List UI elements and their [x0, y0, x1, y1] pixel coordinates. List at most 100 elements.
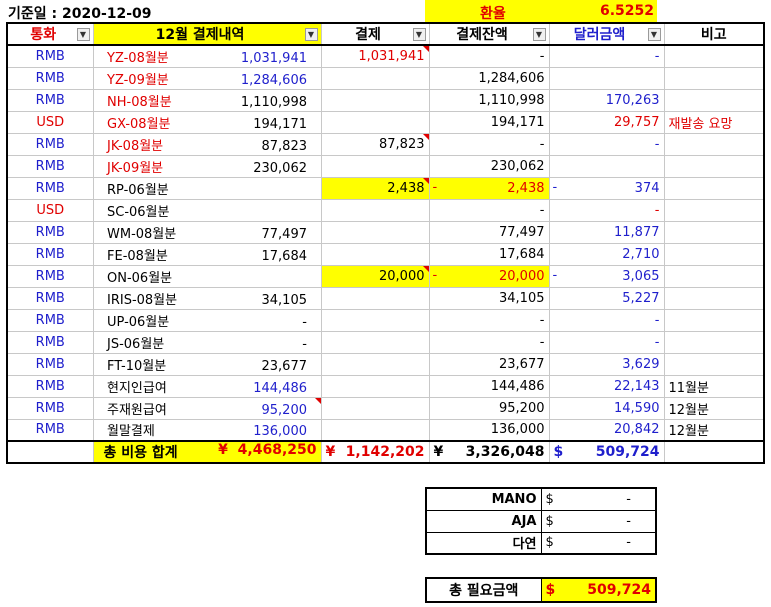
cell-currency[interactable]: RMB [6, 397, 94, 420]
cell-note[interactable] [663, 133, 765, 156]
cell-note[interactable] [663, 199, 765, 222]
cell-note[interactable]: 11월분 [663, 375, 765, 398]
total-usd[interactable]: $509,724 [548, 440, 665, 464]
cell-usd[interactable]: 2,710 [548, 243, 665, 266]
cell-balance[interactable]: 77,497 [428, 221, 550, 244]
cell-payment[interactable] [320, 309, 430, 332]
cell-usd[interactable]: -3,065 [548, 265, 665, 288]
cell-usd[interactable]: 20,842 [548, 419, 665, 442]
cell-payment[interactable] [320, 111, 430, 134]
cell-note[interactable] [663, 67, 765, 90]
summary-label[interactable]: MANO [425, 487, 542, 511]
cell-currency[interactable]: RMB [6, 133, 94, 156]
cell-balance[interactable]: -2,438 [428, 177, 550, 200]
cell-balance[interactable]: - [428, 133, 550, 156]
cell-currency[interactable]: RMB [6, 45, 94, 68]
cell-payment[interactable] [320, 331, 430, 354]
cell-item[interactable]: JK-09월분 230,062 [92, 155, 322, 178]
cell-currency[interactable]: RMB [6, 331, 94, 354]
cell-note[interactable] [663, 309, 765, 332]
summary-label[interactable]: 다연 [425, 531, 542, 555]
cell-balance[interactable]: 136,000 [428, 419, 550, 442]
cell-currency[interactable]: RMB [6, 221, 94, 244]
cell-note[interactable]: 재발송 요망 [663, 111, 765, 134]
cell-payment[interactable] [320, 155, 430, 178]
summary-value[interactable]: $ - [540, 487, 657, 511]
cell-item[interactable]: FE-08월분 17,684 [92, 243, 322, 266]
cell-payment[interactable]: 1,031,941 [320, 45, 430, 68]
cell-currency[interactable]: RMB [6, 155, 94, 178]
cell-note[interactable] [663, 287, 765, 310]
total-label-and-amount[interactable]: 총 비용 합계 ¥ 4,468,250 [92, 440, 322, 464]
filter-dropdown-icon[interactable]: ▼ [647, 28, 661, 41]
cell-item[interactable]: YZ-09월분 1,284,606 [92, 67, 322, 90]
filter-dropdown-icon[interactable]: ▼ [76, 28, 90, 41]
cell-balance[interactable]: 95,200 [428, 397, 550, 420]
cell-payment[interactable] [320, 419, 430, 442]
cell-usd[interactable]: 170,263 [548, 89, 665, 112]
cell-payment[interactable] [320, 243, 430, 266]
cell-currency[interactable]: USD [6, 199, 94, 222]
cell-balance[interactable]: -20,000 [428, 265, 550, 288]
exchange-rate-value[interactable]: 6.5252 [600, 3, 655, 19]
cell-currency[interactable]: RMB [6, 353, 94, 376]
cell-usd[interactable]: - [548, 331, 665, 354]
cell-item[interactable]: FT-10월분 23,677 [92, 353, 322, 376]
cell-usd[interactable] [548, 155, 665, 178]
header-balance[interactable]: 결제잔액 ▼ [428, 22, 550, 46]
grand-total-label[interactable]: 총 필요금액 [425, 577, 542, 603]
cell-balance[interactable]: 17,684 [428, 243, 550, 266]
header-note[interactable]: 비고 [663, 22, 765, 46]
exchange-rate-cell[interactable] [425, 0, 657, 22]
cell-item[interactable]: JS-06월분 - [92, 331, 322, 354]
cell-item[interactable]: 주재원급여 95,200 [92, 397, 322, 420]
cell-item[interactable]: RP-06월분 [92, 177, 322, 200]
cell-payment[interactable] [320, 353, 430, 376]
cell-balance[interactable]: 144,486 [428, 375, 550, 398]
cell-note[interactable] [663, 353, 765, 376]
cell-payment[interactable] [320, 375, 430, 398]
cell-note[interactable] [663, 177, 765, 200]
total-balance[interactable]: ¥3,326,048 [428, 440, 550, 464]
cell-usd[interactable]: 22,143 [548, 375, 665, 398]
header-currency[interactable]: 통화 ▼ [6, 22, 94, 46]
cell-currency[interactable]: RMB [6, 287, 94, 310]
cell-balance[interactable]: 23,677 [428, 353, 550, 376]
cell-note[interactable]: 12월분 [663, 397, 765, 420]
cell-blank[interactable] [663, 440, 765, 464]
cell-note[interactable] [663, 89, 765, 112]
cell-note[interactable] [663, 331, 765, 354]
cell-currency[interactable]: USD [6, 111, 94, 134]
cell-usd[interactable]: -374 [548, 177, 665, 200]
cell-currency[interactable]: RMB [6, 375, 94, 398]
cell-item[interactable]: 월말결제 136,000 [92, 419, 322, 442]
cell-usd[interactable]: - [548, 45, 665, 68]
cell-usd[interactable]: 14,590 [548, 397, 665, 420]
grand-total-value[interactable]: $509,724 [540, 577, 657, 603]
cell-item[interactable]: 현지인급여 144,486 [92, 375, 322, 398]
header-usd-amount[interactable]: 달러금액 ▼ [548, 22, 665, 46]
cell-item[interactable]: YZ-08월분 1,031,941 [92, 45, 322, 68]
cell-payment[interactable] [320, 199, 430, 222]
cell-usd[interactable]: - [548, 133, 665, 156]
header-payment[interactable]: 결제 ▼ [320, 22, 430, 46]
cell-usd[interactable]: 11,877 [548, 221, 665, 244]
header-december-payments[interactable]: 12월 결제내역 ▼ [92, 22, 322, 46]
cell-payment[interactable] [320, 89, 430, 112]
cell-item[interactable]: WM-08월분 77,497 [92, 221, 322, 244]
cell-item[interactable]: JK-08월분 87,823 [92, 133, 322, 156]
summary-value[interactable]: $ - [540, 531, 657, 555]
filter-dropdown-icon[interactable]: ▼ [532, 28, 546, 41]
cell-item[interactable]: NH-08월분 1,110,998 [92, 89, 322, 112]
cell-note[interactable] [663, 155, 765, 178]
cell-currency[interactable]: RMB [6, 419, 94, 442]
cell-currency[interactable]: RMB [6, 265, 94, 288]
cell-note[interactable] [663, 221, 765, 244]
cell-currency[interactable]: RMB [6, 177, 94, 200]
cell-balance[interactable]: - [428, 309, 550, 332]
cell-item[interactable]: IRIS-08월분 34,105 [92, 287, 322, 310]
cell-balance[interactable]: - [428, 331, 550, 354]
filter-dropdown-icon[interactable]: ▼ [304, 28, 318, 41]
cell-payment[interactable] [320, 397, 430, 420]
cell-balance[interactable]: 1,284,606 [428, 67, 550, 90]
